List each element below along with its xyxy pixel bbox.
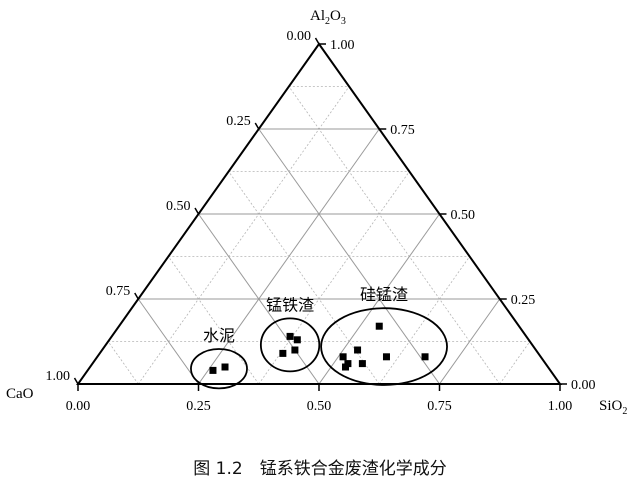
ternary-chart: 0.00 0.00 1.00 0.25 0.25 0.75 0.50 0.50 0.50 0.75… (6, 8, 627, 417)
group-label-layer: 水泥 锰铁渣 硅锰渣 (203, 285, 408, 345)
tick-label-left-2: 0.50 (166, 199, 191, 214)
data-point-2-7 (421, 353, 429, 361)
grid-cao-0.375 (228, 171, 380, 385)
data-point-0-0 (209, 366, 217, 374)
data-point-2-1 (354, 346, 362, 354)
data-point-2-0 (375, 322, 383, 330)
tick-label-left-0: 1.00 (46, 369, 71, 384)
tick-label-bottom-0: 0.00 (66, 399, 91, 414)
grid-sio2-0.125 (137, 86, 350, 385)
tick-label-layer: 0.00 0.00 1.00 0.25 0.25 0.75 0.50 0.50 0.50 0.75… (46, 29, 596, 414)
data-point-0-1 (221, 363, 229, 371)
data-point-1-3 (291, 346, 299, 354)
tick-label-bottom-1: 0.25 (186, 399, 211, 414)
data-point-1-0 (286, 332, 294, 340)
tick-layer (73, 37, 567, 391)
figure-caption: 图 1.2 锰系铁合金废渣化学成分 (193, 459, 447, 479)
tick-label-left-4: 0.00 (287, 29, 312, 44)
tick-label-right-3: 0.75 (390, 123, 415, 138)
data-point-2-4 (342, 363, 350, 371)
data-point-2-6 (382, 353, 390, 361)
group-ellipse-layer (190, 307, 448, 390)
data-point-1-1 (293, 336, 301, 344)
group-ellipse-2 (320, 307, 448, 386)
group-label-2: 硅锰渣 (360, 285, 408, 304)
group-label-1: 锰铁渣 (266, 295, 314, 314)
tick-label-right-0: 0.00 (571, 378, 596, 393)
axis-title-right-sub1: 2 (622, 406, 627, 417)
tick-label-bottom-3: 0.75 (427, 399, 452, 414)
grid-sio2-0.875 (499, 341, 531, 385)
grid-sio2-0.375 (258, 171, 410, 385)
group-ellipse-1 (259, 317, 321, 373)
grid-cao-0.125 (288, 86, 501, 385)
tick-left-0 (73, 377, 79, 385)
data-point-1-2 (279, 349, 287, 357)
tick-label-left-3: 0.25 (226, 114, 251, 129)
tick-left-2 (194, 207, 200, 215)
group-ellipse-0 (190, 348, 248, 390)
data-point-layer (209, 322, 429, 374)
axis-title-top-name: Al (310, 8, 325, 24)
axis-title-right-name: SiO (599, 398, 623, 414)
grid-sio2-0.5 (318, 213, 440, 385)
grid-sio2-0.625 (378, 256, 470, 385)
grid-layer (107, 86, 531, 385)
grid-sio2-0.75 (439, 298, 501, 385)
tick-label-left-1: 0.75 (106, 284, 131, 299)
tick-label-bottom-4: 1.00 (548, 399, 573, 414)
axis-title-right: SiO2 (599, 398, 627, 417)
tick-label-right-2: 0.50 (451, 208, 476, 223)
grid-cao-0.625 (168, 256, 260, 385)
axis-title-top-mid: O (330, 8, 341, 24)
grid-cao-0.75 (137, 298, 199, 385)
grid-cao-0.875 (107, 341, 139, 385)
tick-label-right-1: 0.25 (511, 293, 536, 308)
grid-cao-0.5 (198, 213, 320, 385)
tick-left-1 (134, 292, 139, 300)
tick-left-3 (254, 122, 260, 130)
tick-label-bottom-2: 0.50 (307, 399, 332, 414)
data-point-2-5 (358, 360, 366, 368)
tick-left-4 (314, 37, 320, 45)
axis-title-top-sub2: 3 (341, 16, 346, 27)
axis-title-top: Al2O3 (310, 8, 346, 27)
tick-label-right-4: 1.00 (330, 38, 355, 53)
axis-title-top-sub1: 2 (325, 16, 330, 27)
axis-title-left: CaO (6, 386, 34, 402)
group-label-0: 水泥 (203, 326, 235, 345)
data-point-2-2 (339, 353, 347, 361)
